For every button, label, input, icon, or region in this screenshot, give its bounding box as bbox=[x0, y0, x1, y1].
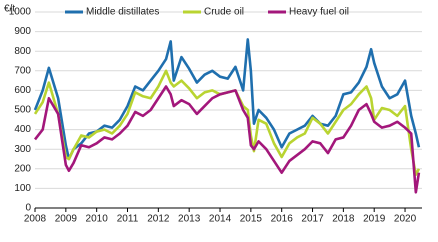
line-series bbox=[33, 69, 421, 176]
x-tick-label: 2015 bbox=[240, 214, 263, 225]
x-tick-label: 2011 bbox=[117, 214, 139, 225]
x-tick-label: 2012 bbox=[147, 214, 170, 225]
x-tick-label: 2014 bbox=[209, 214, 232, 225]
y-tick-label: 700 bbox=[14, 65, 31, 76]
y-tick-label: 300 bbox=[14, 144, 31, 155]
x-tick-label: 2016 bbox=[271, 214, 294, 225]
x-tick-label: 2017 bbox=[301, 214, 324, 225]
x-tick-label: 2008 bbox=[24, 214, 47, 225]
y-axis-label: €/t bbox=[4, 4, 15, 15]
x-tick-label: 2019 bbox=[363, 214, 386, 225]
y-tick-label: 500 bbox=[14, 105, 31, 116]
x-tick-label: 2013 bbox=[178, 214, 201, 225]
x-tick-label: 2018 bbox=[332, 214, 355, 225]
y-tick-label: 200 bbox=[14, 163, 31, 174]
line-series bbox=[33, 38, 421, 161]
line-series bbox=[33, 85, 421, 194]
y-tick-label: 1000 bbox=[9, 7, 32, 18]
y-tick-label: 800 bbox=[14, 46, 31, 57]
legend-label: Crude oil bbox=[204, 7, 244, 18]
y-tick-label: 0 bbox=[25, 203, 31, 214]
legend-label: Middle distillates bbox=[86, 7, 159, 18]
legend-label: Heavy fuel oil bbox=[289, 7, 349, 18]
x-tick-label: 2020 bbox=[394, 214, 417, 225]
y-tick-label: 100 bbox=[14, 183, 31, 194]
y-tick-label: 400 bbox=[14, 124, 31, 135]
y-tick-label: 600 bbox=[14, 85, 31, 96]
x-tick-label: 2009 bbox=[55, 214, 78, 225]
x-tick-label: 2010 bbox=[86, 214, 109, 225]
y-tick-label: 900 bbox=[14, 26, 31, 37]
